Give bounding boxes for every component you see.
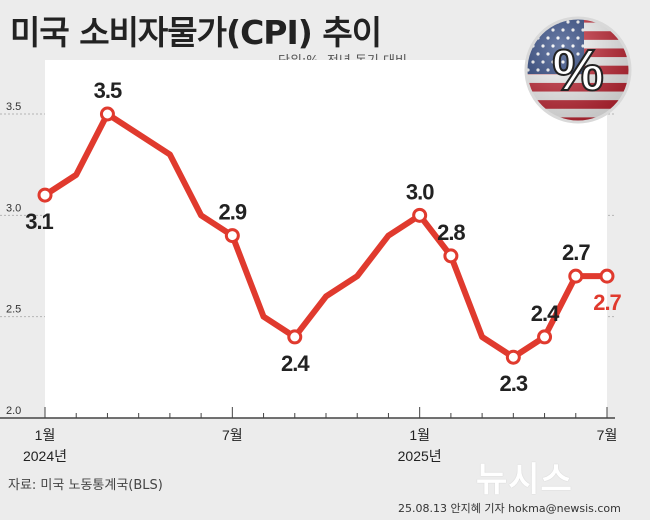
- data-label: 2.7: [593, 290, 621, 315]
- y-tick-label: 3.0: [6, 202, 21, 214]
- point-layer: [37, 106, 615, 365]
- y-tick-label: 3.5: [6, 101, 21, 113]
- data-point: [287, 329, 303, 345]
- label-layer: 3.1 3.5 2.9 2.4 3.02.8 2.3 2.4 2.72.7: [25, 78, 622, 396]
- chart-title: 미국 소비자물가(CPI) 추이: [10, 13, 382, 52]
- us-flag-icon: %: [524, 16, 632, 124]
- data-label: 3.1: [25, 209, 53, 234]
- x-tick-label: 1월: [35, 427, 56, 443]
- data-label: 2.9: [219, 200, 247, 225]
- data-point: [568, 268, 584, 284]
- data-point: [412, 207, 428, 223]
- data-label: 2.4: [531, 301, 560, 326]
- watermark-logo: 뉴시스: [476, 460, 573, 500]
- data-point: [505, 349, 521, 365]
- data-point: [599, 268, 615, 284]
- data-point: [224, 228, 240, 244]
- data-label: 2.4: [281, 351, 310, 376]
- x-year-label: 2025년: [398, 448, 442, 464]
- credit-line: 25.08.13 안지혜 기자 hokma@newsis.com: [398, 502, 621, 515]
- percent-symbol: %: [552, 38, 604, 103]
- data-label: 3.0: [406, 179, 434, 204]
- x-tick-label: 7월: [597, 427, 618, 443]
- x-tick-label: 7월: [222, 427, 243, 443]
- data-point: [537, 329, 553, 345]
- data-point: [37, 187, 53, 203]
- cpi-line-chart: 3.5 3.0 2.5 2.0 1월 2024년 7월 1월 2025년 7월 3.1 3.5 2.9…: [0, 60, 623, 464]
- x-tick-label: 1월: [409, 427, 430, 443]
- x-year-label: 2024년: [23, 448, 67, 464]
- data-point: [443, 248, 459, 264]
- data-label: 2.7: [562, 240, 590, 265]
- y-tick-label: 2.5: [6, 304, 21, 316]
- data-label: 3.5: [94, 78, 122, 103]
- data-point: [99, 106, 115, 122]
- axis-layer: 3.5 3.0 2.5 2.0 1월 2024년 7월 1월 2025년 7월: [0, 101, 617, 464]
- y-tick-label: 2.0: [6, 405, 21, 417]
- data-label: 2.8: [437, 220, 465, 245]
- data-label: 2.3: [500, 371, 528, 396]
- source-note: 자료: 미국 노동통계국(BLS): [8, 478, 163, 493]
